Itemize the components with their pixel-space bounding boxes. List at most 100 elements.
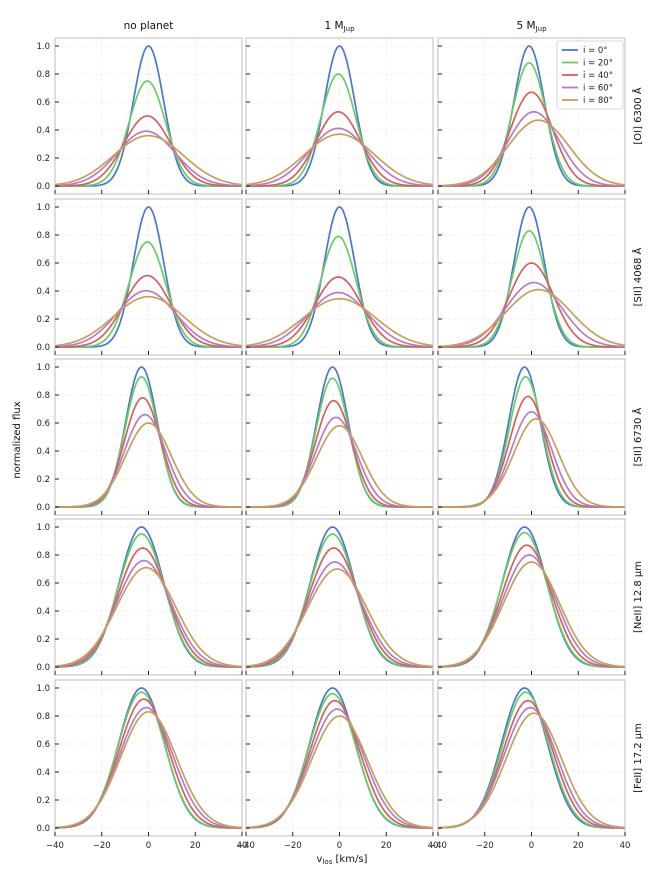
panel-r1-c2 <box>245 37 434 195</box>
series-line-i80 <box>245 568 434 668</box>
x-axis-label: vlos [km/s] <box>317 854 368 866</box>
y-tick-label: 0.4 <box>36 607 50 617</box>
y-tick-label: 0.6 <box>36 740 50 750</box>
series-line-i40 <box>55 115 242 187</box>
row-label: [OI] 6300 Å <box>631 87 644 144</box>
panel-r4-c2 <box>245 518 434 676</box>
y-tick-label: 0.4 <box>36 287 50 297</box>
panel-frame <box>437 679 626 837</box>
y-tick-label: 0.0 <box>36 503 50 513</box>
y-tick-label: 1.0 <box>36 523 50 533</box>
series-line-i80 <box>245 133 434 186</box>
x-tick-label: 20 <box>381 841 392 851</box>
series-line-i20 <box>246 73 433 187</box>
series-line-i60 <box>245 127 434 187</box>
series-line-i80 <box>54 710 243 829</box>
series-line-i80 <box>245 297 434 347</box>
y-tick-label: 0.8 <box>36 70 50 80</box>
panel-r3-c1: 0.0 0.2 0.4 0.6 0.8 1.0 <box>36 358 243 516</box>
series-line-i20 <box>438 61 625 187</box>
legend-entry: i = 0° <box>583 46 608 56</box>
series-line-i80 <box>54 566 243 668</box>
y-tick-label: 0.8 <box>36 231 50 241</box>
x-tick-label: 40 <box>620 841 631 851</box>
panel-frame <box>437 198 626 356</box>
x-tick-label: −40 <box>46 841 64 851</box>
series-line-i20 <box>438 229 625 348</box>
series-line-i40 <box>245 547 434 668</box>
legend: i = 0° i = 20° i = 40° i = 60° i = 80° <box>556 40 624 110</box>
series-line-i20 <box>54 533 242 668</box>
series-line-i60 <box>437 281 626 348</box>
series-line-i60 <box>437 110 626 187</box>
y-tick-label: 1.0 <box>36 363 50 373</box>
series-line-i80 <box>55 422 242 508</box>
panel-r1-c1: 0.0 0.2 0.4 0.6 0.8 1.0 <box>36 37 243 195</box>
x-tick-label: −20 <box>284 841 302 851</box>
y-tick-label: 0.8 <box>36 551 50 561</box>
series-line-i20 <box>55 80 242 187</box>
panel-r3-c2 <box>245 358 434 516</box>
y-tick-label: 1.0 <box>36 203 50 213</box>
y-tick-label: 0.4 <box>36 768 50 778</box>
series-line-i40 <box>54 698 243 829</box>
series-line-i20 <box>246 377 433 508</box>
series-line-i80 <box>437 712 626 829</box>
series-line-i40 <box>245 699 434 829</box>
panel-r4-c1: 0.0 0.2 0.4 0.6 0.8 1.0 <box>36 518 243 676</box>
column-title: 5 MJup <box>516 20 547 33</box>
y-tick-label: 0.4 <box>36 126 50 136</box>
x-tick-label: 40 <box>428 841 439 851</box>
panel-frame <box>54 518 243 676</box>
series-line-i20 <box>245 533 433 668</box>
y-tick-label: 0.2 <box>36 635 50 645</box>
panel-r2-c1: 0.0 0.2 0.4 0.6 0.8 1.0 <box>36 198 243 356</box>
panel-r5-c3: −40 −20 0 20 40 <box>429 679 631 851</box>
panel-r2-c2 <box>245 198 434 356</box>
row-label: [FeII] 17.2 μm <box>633 723 644 793</box>
series-line-i60 <box>245 561 434 668</box>
series-line-i40 <box>438 262 625 348</box>
y-tick-label: 0.2 <box>36 475 50 485</box>
y-tick-label: 0.6 <box>36 579 50 589</box>
legend-frame <box>556 40 624 110</box>
y-tick-label: 1.0 <box>36 42 50 52</box>
y-tick-label: 0.0 <box>36 343 50 353</box>
x-tick-label: 0 <box>146 841 151 851</box>
row-labels: [OI] 6300 Å [SII] 4068 Å [SII] 6730 Å [NeII… <box>631 87 644 793</box>
panel-grid: 0.00.20.40.60.81.00.00.20.40.60.81.00.00… <box>36 37 631 851</box>
series-line-i40 <box>437 91 626 187</box>
series-line-i20 <box>246 235 433 348</box>
column-title-subscript: Jup <box>535 25 548 33</box>
series-line-i80 <box>54 134 243 186</box>
x-tick-label: 0 <box>529 841 534 851</box>
y-tick-label: 0.2 <box>36 315 50 325</box>
series-line-i40 <box>246 276 433 348</box>
x-tick-label: −20 <box>93 841 111 851</box>
panel-r4-c3 <box>437 518 626 676</box>
legend-entry: i = 40° <box>583 71 613 81</box>
series-line-i80 <box>54 295 243 347</box>
legend-entry: i = 60° <box>583 84 613 94</box>
y-tick-label: 0.6 <box>36 98 50 108</box>
y-tick-label: 0.0 <box>36 663 50 673</box>
row-label: [SII] 6730 Å <box>631 407 644 466</box>
panel-frame <box>54 198 243 356</box>
y-tick-label: 0.0 <box>36 824 50 834</box>
y-tick-label: 0.4 <box>36 447 50 457</box>
series-line-i60 <box>245 291 434 348</box>
x-axis-label-unit: [km/s] <box>332 854 367 865</box>
panel-frame <box>437 518 626 676</box>
series-line-i40 <box>54 547 243 668</box>
series-line-i80 <box>246 424 433 508</box>
series-line-i80 <box>245 715 434 829</box>
panel-frame <box>245 37 434 195</box>
x-tick-label: 20 <box>190 841 201 851</box>
y-tick-label: 0.6 <box>36 419 50 429</box>
y-tick-label: 0.8 <box>36 391 50 401</box>
legend-entry: i = 80° <box>583 96 613 106</box>
series-line-i80 <box>437 561 626 668</box>
column-title: no planet <box>124 20 174 32</box>
series-line-i80 <box>437 119 626 187</box>
